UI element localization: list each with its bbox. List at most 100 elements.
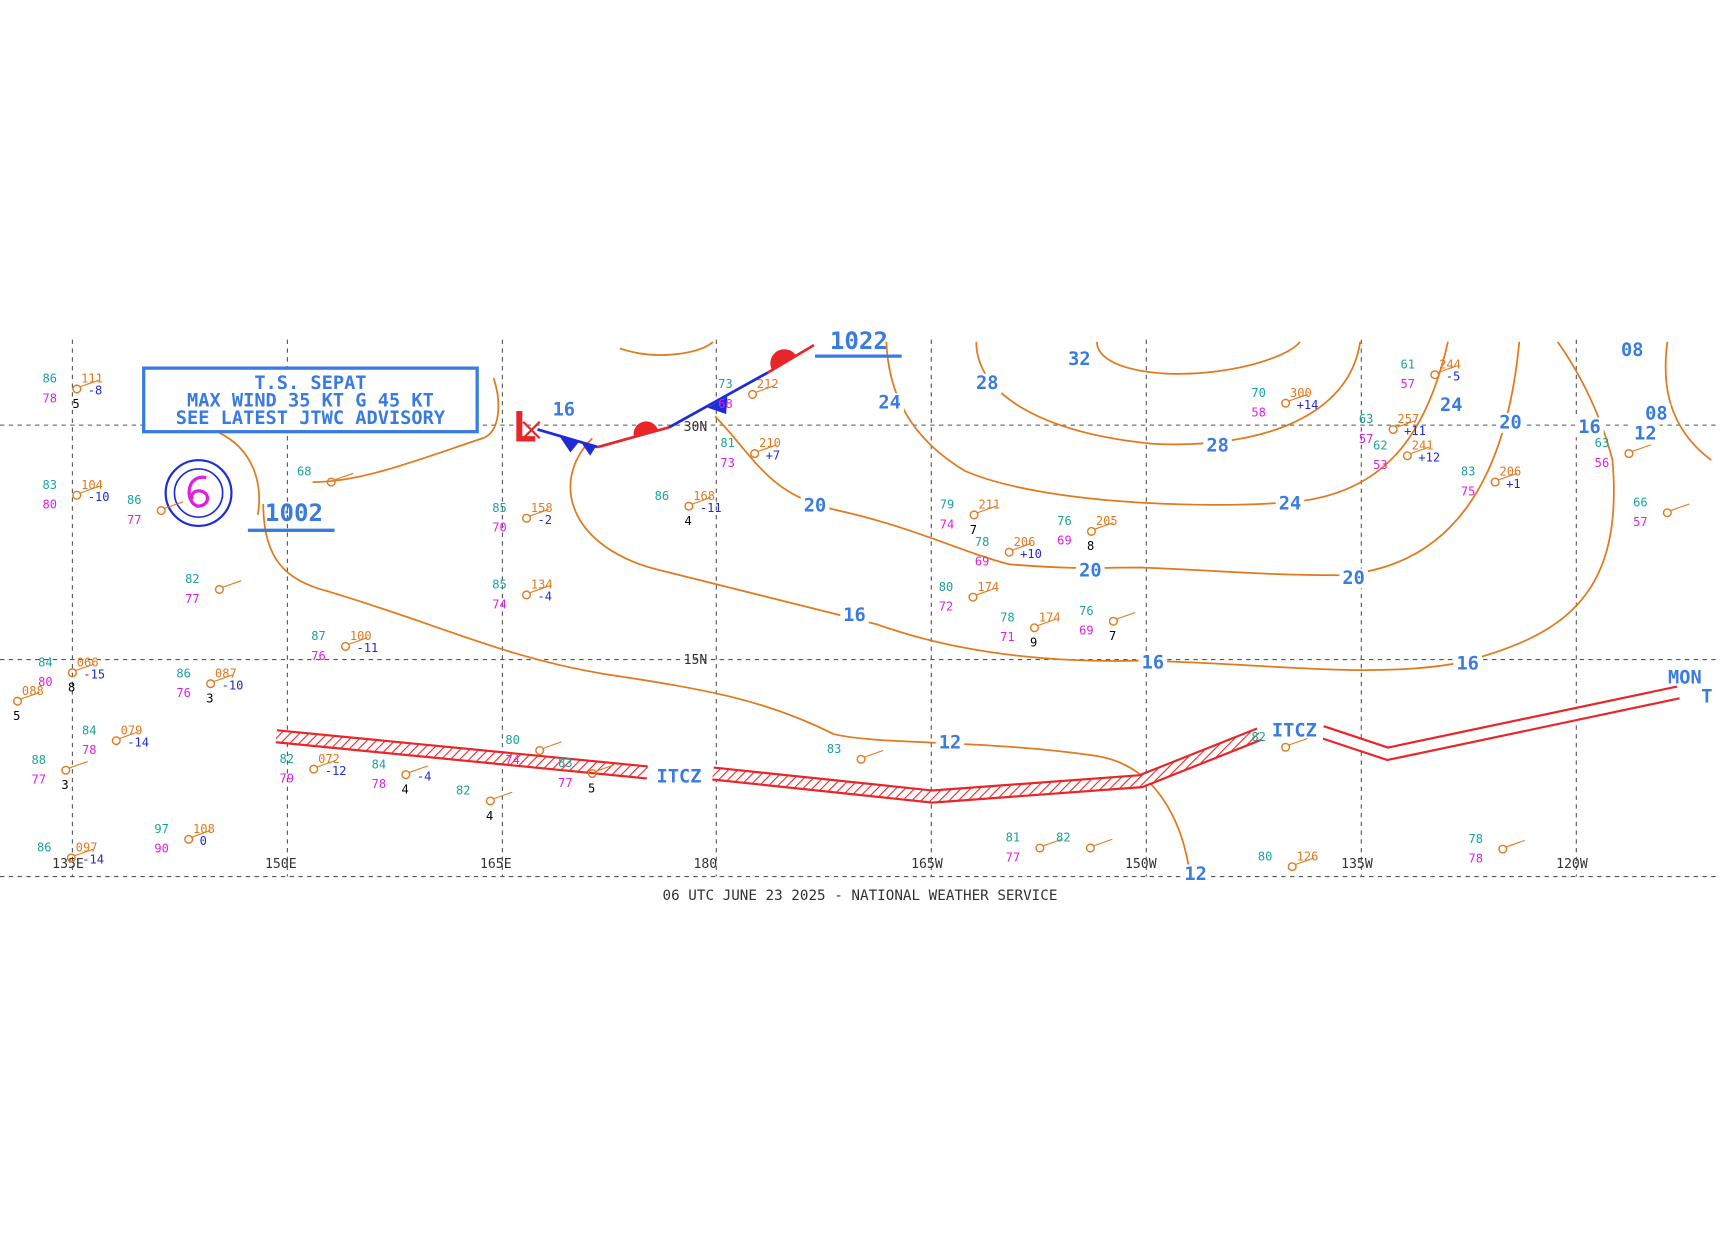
station-c: 4	[401, 782, 408, 796]
tropical-storm-symbol	[164, 459, 233, 528]
wind-barb	[977, 505, 997, 514]
station-t: 85	[492, 578, 507, 592]
advisory-line: T.S. SEPAT	[254, 373, 366, 394]
station	[340, 641, 351, 651]
station-t: 80	[505, 733, 520, 747]
station	[61, 765, 71, 775]
station	[66, 853, 76, 863]
wind-barb	[1396, 420, 1416, 428]
wind-barb	[79, 379, 99, 388]
label-bg	[549, 399, 579, 420]
station-c: 9	[1030, 636, 1037, 650]
station-k: -11	[357, 641, 379, 655]
station-d: 77	[32, 773, 47, 787]
footer: 06 UTC JUNE 23 2025 - NATIONAL WEATHER S…	[663, 888, 1058, 904]
wind-barb	[595, 764, 615, 772]
latitude-label: 15N	[684, 653, 708, 668]
station	[72, 490, 82, 500]
station-t: 83	[827, 742, 842, 756]
label-bg	[1642, 404, 1671, 425]
station-d: 78	[43, 391, 58, 405]
wind-barb	[164, 501, 184, 509]
station-t: 87	[311, 629, 326, 643]
station-c: 8	[1087, 539, 1094, 553]
station-p: 212	[757, 377, 779, 391]
isobar-label: 20	[1079, 560, 1101, 581]
longitude-label: 150W	[1125, 857, 1157, 872]
station-k: -15	[83, 667, 105, 681]
station-k: -5	[1446, 369, 1461, 383]
station-d: 78	[82, 743, 97, 757]
station-t: 80	[1258, 849, 1273, 863]
station	[184, 834, 194, 844]
station-t: 61	[1401, 357, 1416, 371]
station	[67, 668, 77, 678]
station-k: -2	[538, 513, 553, 527]
station-t: 63	[1595, 436, 1610, 450]
wind-barb	[1410, 446, 1430, 455]
isobar-label: 28	[976, 373, 998, 394]
station-p: 168	[693, 489, 715, 503]
wind-barb	[68, 760, 88, 769]
label-bg	[1453, 654, 1482, 674]
station-t: 76	[1079, 604, 1094, 618]
station	[587, 768, 597, 779]
label-bg	[1617, 340, 1647, 361]
station	[485, 796, 495, 806]
station	[401, 770, 411, 780]
wind-barb	[1094, 522, 1114, 530]
wind-barb	[222, 580, 242, 588]
station-c: 4	[684, 514, 691, 528]
wind-barb	[1012, 542, 1032, 551]
wind-barb	[20, 691, 40, 700]
station-d: 78	[1469, 851, 1484, 865]
wind-barb	[691, 496, 711, 505]
station	[1624, 449, 1634, 459]
station	[1085, 843, 1095, 853]
station-p: 257	[1398, 412, 1420, 426]
isobar-label: 12	[1634, 423, 1656, 444]
isobar-label: 20	[804, 496, 826, 517]
station-k: +14	[1297, 398, 1319, 412]
station-t: 82	[279, 752, 294, 766]
station-t: 82	[185, 572, 200, 586]
station-t: 86	[655, 489, 670, 503]
station-p: 126	[1297, 849, 1319, 863]
station-t: 86	[43, 372, 58, 386]
station-t: 79	[940, 498, 955, 512]
station	[1498, 844, 1508, 854]
isobar-label: 16	[1456, 653, 1478, 674]
station-k: -11	[700, 501, 722, 515]
isobar-label: 16	[1142, 652, 1164, 673]
station-d: 76	[311, 649, 326, 663]
wind-barb	[75, 663, 95, 672]
wind-barb	[755, 385, 775, 393]
station	[1086, 526, 1097, 536]
station-c: 5	[588, 781, 595, 795]
isobar-label: 16	[843, 605, 865, 626]
station-t: 82	[1056, 831, 1071, 845]
station-p: 079	[121, 723, 143, 737]
advisory-line: SEE LATEST JTWC ADVISORY	[176, 408, 446, 429]
station-t: 68	[297, 465, 312, 479]
wind-barb	[1505, 839, 1525, 848]
wind-barb	[348, 637, 368, 645]
wind-barb	[1498, 472, 1518, 481]
station-p: 174	[1039, 610, 1061, 624]
longitude-label: 180	[693, 857, 717, 872]
wind-barb	[1043, 838, 1063, 847]
advisory-line: MAX WIND 35 KT G 45 KT	[187, 391, 434, 412]
station	[521, 590, 532, 600]
station-d: 57	[1633, 515, 1648, 529]
station	[156, 506, 166, 516]
label-bg	[650, 766, 708, 787]
grid	[0, 339, 1720, 878]
isobar-label: 16	[553, 399, 575, 420]
station-c: 7	[970, 523, 977, 537]
station-k: 0	[200, 834, 207, 848]
station-t: 86	[176, 666, 191, 680]
station	[1402, 451, 1412, 461]
station-d: 77	[127, 513, 142, 527]
label-bg	[1138, 653, 1168, 673]
